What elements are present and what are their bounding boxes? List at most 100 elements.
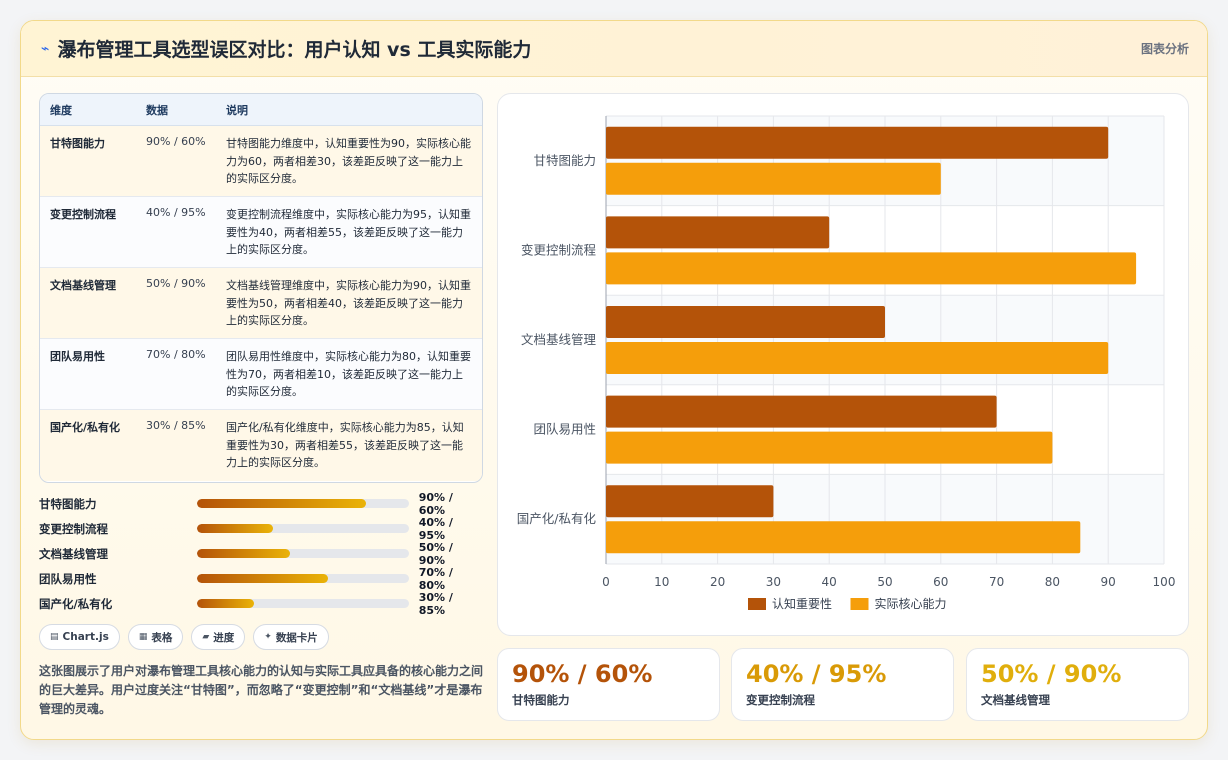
sparkle-icon: ✦ bbox=[264, 632, 272, 642]
progress-value: 50% / 90% bbox=[418, 540, 453, 567]
bar-chart: 0 10 20 30 40 50 60 70 80 90 100 甘特图能力变更控制流程文档基线管理团… bbox=[517, 115, 1176, 611]
progress-fill bbox=[196, 549, 291, 558]
row-data: 30% / 85% bbox=[146, 419, 206, 432]
chip-table[interactable]: ▦ 表格 bbox=[127, 624, 184, 650]
bar bbox=[606, 252, 1137, 285]
y-tick-label: 文档基线管理 bbox=[521, 332, 597, 347]
progress-label: 变更控制流程 bbox=[39, 521, 108, 536]
row-data: 40% / 95% bbox=[146, 206, 206, 219]
description: 这张图展示了用户对瀑布管理工具核心能力的认知与实际工具应具备的核心能力之间的巨大… bbox=[39, 664, 484, 716]
stat-value: 40% / 95% bbox=[746, 660, 887, 688]
bar bbox=[606, 306, 885, 338]
bar bbox=[606, 395, 997, 428]
table-row: 团队易用性 70% / 80% 团队易用性维度中，实际核心能力为80，认知重要性… bbox=[40, 339, 482, 410]
x-tick-label: 80 bbox=[1045, 575, 1060, 589]
chip-progress[interactable]: ▰ 进度 bbox=[191, 624, 246, 650]
page-title: 瀑布管理工具选型误区对比：用户认知 vs 工具实际能力 bbox=[57, 39, 532, 61]
chip-row: ▤ Chart.js ▦ 表格 ▰ 进度 ✦ 数据卡片 bbox=[39, 624, 329, 650]
stat-label: 变更控制流程 bbox=[746, 693, 815, 707]
chip-label: 表格 bbox=[151, 631, 173, 644]
table-row: 文档基线管理 50% / 90% 文档基线管理维度中，实际核心能力为90，认知重… bbox=[40, 268, 482, 339]
legend-label: 实际核心能力 bbox=[875, 596, 947, 611]
stat-card: 50% / 90% 文档基线管理 bbox=[966, 648, 1189, 721]
stat-value: 90% / 60% bbox=[512, 660, 653, 688]
row-note: 团队易用性维度中，实际核心能力为80，认知重要性为70，两者相差10，该差距反映… bbox=[226, 350, 471, 398]
bar bbox=[606, 216, 830, 249]
row-dimension: 文档基线管理 bbox=[50, 279, 116, 292]
chip-label: 数据卡片 bbox=[275, 631, 318, 644]
y-tick-label: 甘特图能力 bbox=[533, 153, 596, 168]
column-header-dimension: 维度 bbox=[50, 103, 72, 117]
chip-data-cards[interactable]: ✦ 数据卡片 bbox=[253, 624, 329, 650]
progress-track bbox=[196, 549, 409, 558]
y-tick-label: 团队易用性 bbox=[533, 422, 596, 437]
stat-label: 文档基线管理 bbox=[981, 693, 1050, 707]
table-row: 甘特图能力 90% / 60% 甘特图能力维度中，认知重要性为90，实际核心能力… bbox=[40, 126, 482, 197]
progress-fill bbox=[196, 574, 329, 583]
progress-label: 甘特图能力 bbox=[39, 496, 97, 511]
x-tick-label: 30 bbox=[766, 575, 781, 589]
folder-icon: ▰ bbox=[202, 632, 210, 642]
progress-list: 甘特图能力 90% / 60% 变更控制流程 40% / 95% 文档基线管理 … bbox=[39, 490, 483, 617]
y-tick-label: 变更控制流程 bbox=[521, 242, 597, 257]
y-tick-label: 国产化/私有化 bbox=[517, 511, 597, 526]
table-row: 国产化/私有化 30% / 85% 国产化/私有化维度中，实际核心能力为85，认… bbox=[40, 410, 482, 481]
chart-icon: ▤ bbox=[50, 632, 59, 642]
row-data: 90% / 60% bbox=[146, 135, 206, 148]
progress-track bbox=[196, 574, 409, 583]
bar bbox=[606, 431, 1053, 464]
row-dimension: 甘特图能力 bbox=[50, 137, 105, 150]
x-tick-label: 20 bbox=[710, 575, 725, 589]
chart-panel: 0 10 20 30 40 50 60 70 80 90 100 甘特图能力 变更控制流程 文档基线管理团… bbox=[497, 93, 1189, 636]
progress-value: 90% / 60% bbox=[418, 490, 453, 517]
progress-value: 30% / 85% bbox=[418, 590, 453, 617]
column-header-data: 数据 bbox=[146, 103, 168, 117]
legend-label: 认知重要性 bbox=[772, 597, 832, 611]
legend-swatch bbox=[850, 598, 869, 610]
stat-value: 50% / 90% bbox=[981, 660, 1122, 688]
x-tick-label: 50 bbox=[877, 575, 892, 589]
x-tick-label: 40 bbox=[822, 575, 837, 589]
column-header-note: 说明 bbox=[226, 103, 248, 117]
x-tick-label: 100 bbox=[1153, 575, 1176, 589]
progress-row: 变更控制流程 40% / 95% bbox=[39, 515, 483, 542]
progress-track bbox=[196, 499, 409, 508]
bar bbox=[606, 126, 1109, 159]
table-header: 维度 数据 说明 bbox=[40, 94, 482, 126]
row-data: 50% / 90% bbox=[146, 277, 206, 290]
stat-label: 甘特图能力 bbox=[512, 693, 570, 707]
table-icon: ▦ bbox=[138, 632, 148, 642]
stat-card: 90% / 60% 甘特图能力 bbox=[497, 648, 720, 721]
progress-label: 国产化/私有化 bbox=[39, 596, 113, 611]
x-tick-label: 90 bbox=[1101, 575, 1116, 589]
header-tag: 图表分析 bbox=[1140, 42, 1189, 56]
x-tick-label: 10 bbox=[654, 575, 669, 589]
progress-track bbox=[196, 599, 409, 608]
progress-track bbox=[196, 524, 409, 533]
row-note: 文档基线管理维度中，实际核心能力为90，认知重要性为50，两者相差40，该差距反… bbox=[226, 279, 471, 327]
progress-fill bbox=[196, 599, 255, 608]
bar bbox=[606, 342, 1109, 374]
progress-label: 文档基线管理 bbox=[39, 546, 108, 561]
progress-fill bbox=[196, 524, 274, 533]
progress-label: 团队易用性 bbox=[39, 571, 97, 586]
progress-row: 团队易用性 70% / 80% bbox=[39, 565, 483, 592]
bar bbox=[606, 162, 941, 195]
progress-row: 甘特图能力 90% / 60% bbox=[39, 490, 483, 517]
legend-swatch bbox=[748, 598, 766, 610]
progress-value: 70% / 80% bbox=[418, 565, 453, 592]
x-tick-label: 0 bbox=[602, 575, 610, 589]
table-row: 变更控制流程 40% / 95% 变更控制流程维度中，实际核心能力为95，认知重… bbox=[40, 197, 482, 268]
main-card: ⌁ 瀑布管理工具选型误区对比：用户认知 vs 工具实际能力 图表分析 维度 数据… bbox=[20, 20, 1208, 740]
lightning-icon: ⌁ bbox=[41, 40, 50, 57]
bar bbox=[606, 521, 1081, 554]
progress-value: 40% / 95% bbox=[418, 515, 453, 542]
chip-label: 进度 bbox=[213, 631, 235, 644]
row-dimension: 变更控制流程 bbox=[50, 208, 116, 221]
chip-chartjs[interactable]: ▤ Chart.js bbox=[39, 624, 120, 650]
row-dimension: 国产化/私有化 bbox=[50, 421, 121, 434]
row-note: 国产化/私有化维度中，实际核心能力为85，认知重要性为30，两者相差55，该差距… bbox=[226, 421, 464, 469]
row-note: 甘特图能力维度中，认知重要性为90，实际核心能力为60，两者相差30，该差距反映… bbox=[226, 137, 471, 185]
progress-fill bbox=[196, 499, 367, 508]
bar bbox=[606, 485, 774, 518]
